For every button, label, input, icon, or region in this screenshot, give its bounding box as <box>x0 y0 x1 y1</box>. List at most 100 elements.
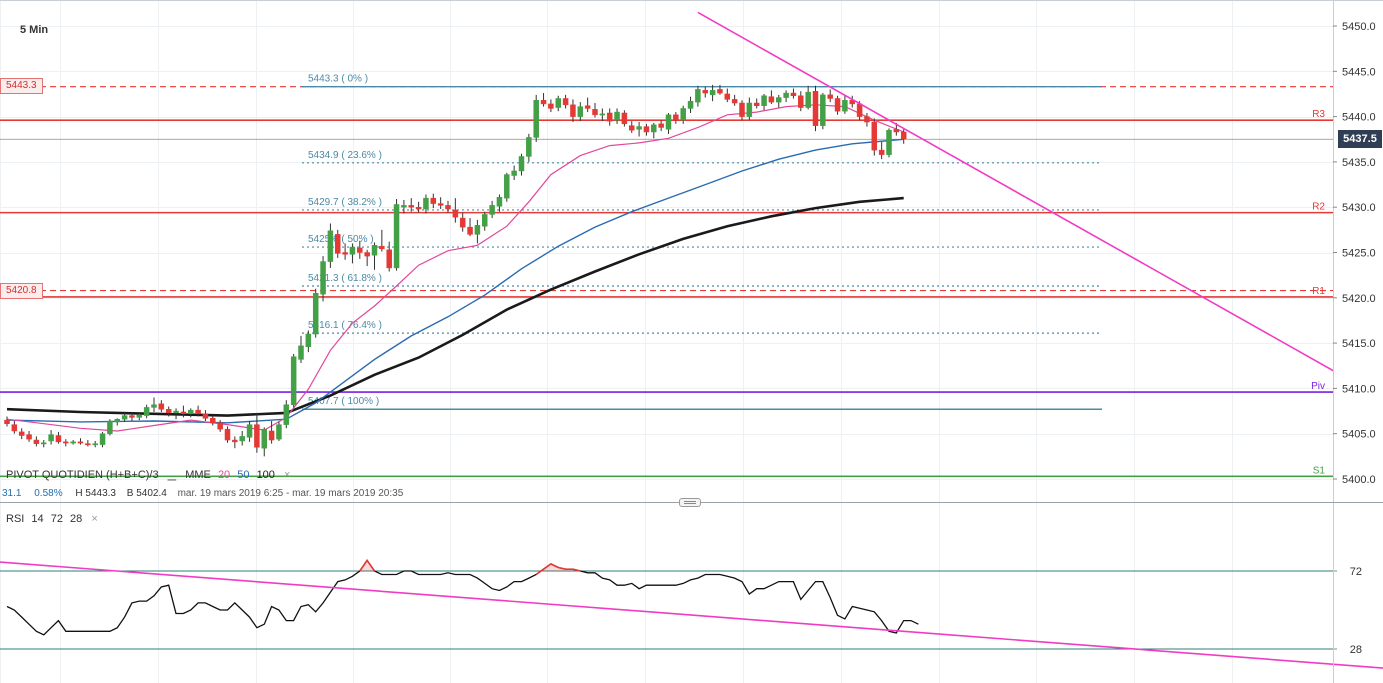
candle-bullish <box>188 409 194 415</box>
candle-bearish <box>430 197 437 204</box>
timeframe-label: 5 Min <box>20 24 49 36</box>
candle-bearish <box>643 126 650 133</box>
rsi-tick-label: 28 <box>1350 644 1362 656</box>
price-tick-label: 5420.0 <box>1342 293 1376 305</box>
fibonacci-level-label: 5407.7 ( 100% ) <box>308 396 379 407</box>
candle-bearish <box>900 131 907 140</box>
candle-bullish <box>614 111 620 121</box>
candle-bullish <box>261 428 267 449</box>
candle-bullish <box>349 246 356 255</box>
candle-bullish <box>665 114 672 130</box>
ema-50-line <box>6 138 904 424</box>
candle-bearish <box>202 413 209 419</box>
price-tick-label: 5425.0 <box>1342 248 1376 260</box>
candle-bearish <box>180 411 187 415</box>
candle-bullish <box>136 414 143 418</box>
ema-20-line <box>6 104 904 432</box>
candle-bearish <box>467 226 473 235</box>
candle-bearish <box>445 205 451 210</box>
mme-close-icon[interactable]: × <box>283 469 291 481</box>
candle-bearish <box>26 434 32 440</box>
pivot-level-label: Piv <box>1311 381 1325 392</box>
candle-bullish <box>886 129 892 155</box>
candle-bullish <box>496 196 503 207</box>
pivot-level-label: R2 <box>1312 202 1325 213</box>
candle-bearish <box>570 104 576 117</box>
candle-bearish <box>584 105 591 109</box>
candle-bullish <box>636 126 642 130</box>
panel-resize-handle[interactable] <box>679 498 701 507</box>
candle-bullish <box>290 356 297 405</box>
rsi-label[interactable]: RSI <box>6 513 25 525</box>
candle-bearish <box>254 424 260 448</box>
trendline-main <box>697 11 1333 372</box>
candle-bullish <box>746 102 753 117</box>
candle-bearish <box>11 424 18 432</box>
candle-bearish <box>408 205 414 208</box>
rsi-close-icon[interactable]: × <box>91 513 98 525</box>
candle-bearish <box>717 89 723 94</box>
candle-bullish <box>695 89 701 103</box>
candle-bearish <box>606 112 613 122</box>
candle-bearish <box>386 249 392 269</box>
candle-bearish <box>63 441 69 444</box>
candle-bullish <box>805 91 811 108</box>
candle-bullish <box>680 108 686 121</box>
candle-bearish <box>379 245 385 250</box>
candle-bullish <box>41 442 47 445</box>
price-tick-label: 5450.0 <box>1342 21 1376 33</box>
candle-bearish <box>165 408 172 414</box>
candle-bearish <box>658 123 664 128</box>
candle-bearish <box>158 403 165 410</box>
price-tick-label: 5430.0 <box>1342 202 1376 214</box>
candle-bearish <box>856 103 863 117</box>
price-tick-label: 5400.0 <box>1342 474 1376 486</box>
rsi-panel-header: RSI 14 72 28 × <box>6 513 98 525</box>
candle-bearish <box>268 430 275 441</box>
mme-indicator-label[interactable]: MME <box>185 469 211 481</box>
pivot-level-label: S1 <box>1313 465 1326 476</box>
mme-50-value: 50 <box>237 469 250 481</box>
candle-bearish <box>55 435 62 443</box>
candle-bearish <box>629 125 635 131</box>
rsi-param-upper: 72 <box>50 513 63 525</box>
candle-bullish <box>511 170 517 176</box>
fibonacci-level-label: 5425.6 ( 50% ) <box>308 234 374 245</box>
candle-bearish <box>871 121 878 151</box>
candle-bullish <box>107 420 113 434</box>
pivot-indicator-label[interactable]: PIVOT QUOTIDIEN (H+B+C)/3 <box>6 469 159 481</box>
candle-bullish <box>555 98 561 108</box>
candle-bearish <box>459 217 466 228</box>
rsi-param-period: 14 <box>31 513 44 525</box>
candle-bearish <box>731 99 738 104</box>
fibonacci-level-label: 5421.3 ( 61.8% ) <box>308 273 382 284</box>
candle-bearish <box>452 209 459 218</box>
candle-bearish <box>827 94 833 99</box>
candle-bearish <box>592 109 598 116</box>
high-value: H 5443.3 <box>75 488 116 499</box>
candle-bullish <box>423 197 429 210</box>
candle-bearish <box>834 98 841 112</box>
candle-bearish <box>85 443 91 446</box>
candle-bullish <box>276 424 282 440</box>
ema-100-line <box>6 196 904 417</box>
mme-20-value: 20 <box>217 469 231 481</box>
candle-bullish <box>327 230 334 262</box>
current-price-badge: 5437.5 <box>1338 130 1382 148</box>
candle-bearish <box>673 114 679 121</box>
candle-bearish <box>33 439 40 444</box>
candle-bullish <box>283 404 290 425</box>
candle-bullish <box>371 245 378 256</box>
candle-bullish <box>70 441 76 444</box>
pivot-level-label: R3 <box>1312 109 1325 120</box>
price-tag-high: 5443.3 <box>0 78 43 94</box>
candle-bearish <box>540 100 547 105</box>
rsi-tick-label: 72 <box>1350 566 1362 578</box>
change-value: 31.1 <box>2 488 22 499</box>
low-value: B 5402.4 <box>126 488 167 499</box>
candle-bullish <box>173 410 179 414</box>
price-tick-label: 5445.0 <box>1342 66 1376 78</box>
candle-bearish <box>210 418 216 424</box>
